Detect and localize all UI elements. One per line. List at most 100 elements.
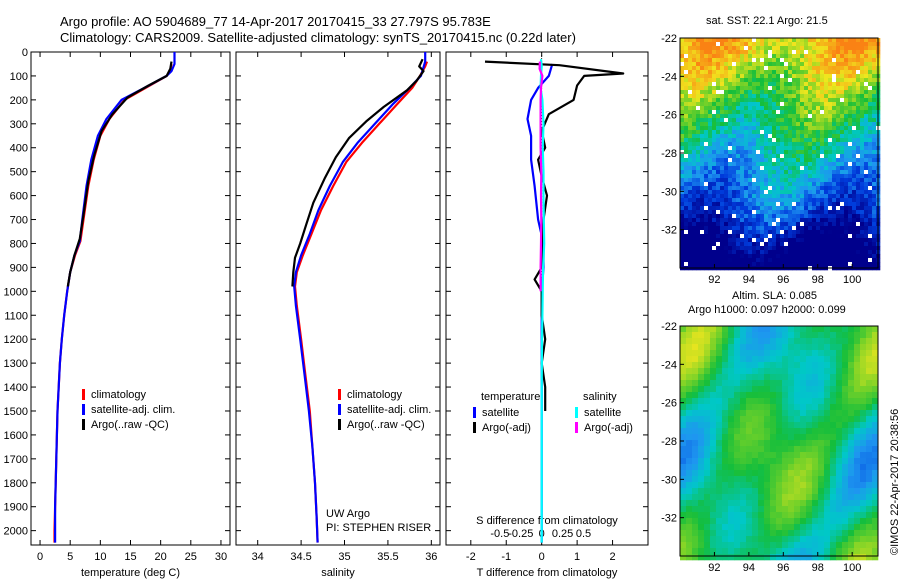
map-cell (740, 542, 747, 549)
map-cell (758, 422, 765, 429)
map-cell (760, 214, 765, 219)
map-cell (748, 226, 753, 231)
map-cell (748, 142, 753, 147)
map-cell (848, 178, 853, 183)
map-cell (752, 458, 759, 465)
map-cell (794, 398, 801, 405)
depth-tick-label: 300 (10, 119, 28, 131)
map-cell (830, 506, 837, 513)
map-cell (804, 70, 809, 75)
map-cell (752, 178, 757, 183)
map-cell (704, 482, 711, 489)
map-cell (868, 238, 873, 243)
map-cell (776, 254, 781, 259)
map-cell (728, 344, 735, 351)
map-cell (744, 46, 749, 51)
map-cell (824, 110, 829, 115)
map-cell (746, 554, 753, 561)
map-cell (700, 122, 705, 127)
map-cell (724, 146, 729, 151)
map-cell (800, 246, 805, 251)
map-cell (748, 126, 753, 131)
map-cell (804, 94, 809, 99)
map-cell (864, 150, 869, 155)
map-cell (820, 146, 825, 151)
map-cell (792, 158, 797, 163)
map-cell (812, 428, 819, 435)
map-y-tick-label: -26 (661, 110, 677, 122)
map-cell (854, 518, 861, 525)
map-cell (808, 250, 813, 255)
map-cell (808, 54, 813, 59)
map-cell (748, 122, 753, 127)
map-cell (724, 38, 729, 43)
map-cell (748, 54, 753, 59)
map-cell (776, 218, 781, 223)
map-cell (758, 452, 765, 459)
map-cell (836, 82, 841, 87)
map-cell (716, 90, 721, 95)
map-cell (836, 62, 841, 67)
map-cell (852, 218, 857, 223)
map-cell (704, 452, 711, 459)
map-cell (776, 98, 781, 103)
map-cell (776, 470, 783, 477)
map-cell (688, 114, 693, 119)
map-cell (828, 190, 833, 195)
map-cell (792, 218, 797, 223)
map-cell (782, 452, 789, 459)
map-cell (872, 146, 877, 151)
map-cell (684, 226, 689, 231)
map-cell (732, 190, 737, 195)
map-cell (868, 250, 873, 255)
map-cell (788, 86, 793, 91)
map-cell (828, 262, 833, 267)
map-cell (840, 106, 845, 111)
map-cell (704, 222, 709, 227)
map-cell (700, 50, 705, 55)
map-cell (818, 344, 825, 351)
map-cell (872, 170, 877, 175)
map-cell (734, 380, 741, 387)
map-cell (760, 82, 765, 87)
map-cell (840, 114, 845, 119)
map-cell (680, 198, 685, 203)
map-cell (728, 458, 735, 465)
map-cell (710, 446, 717, 453)
map-cell (756, 174, 761, 179)
map-cell (852, 78, 857, 83)
map-cell (708, 122, 713, 127)
map-cell (770, 500, 777, 507)
map-cell (744, 146, 749, 151)
map-cell (744, 154, 749, 159)
map-cell (716, 242, 721, 247)
map-cell (686, 338, 693, 345)
map-cell (764, 254, 769, 259)
map-cell (684, 170, 689, 175)
map-cell (734, 404, 741, 411)
map-cell (728, 226, 733, 231)
map-cell (820, 90, 825, 95)
map-cell (872, 494, 879, 501)
map-cell (768, 230, 773, 235)
map-cell (696, 170, 701, 175)
map-cell (764, 190, 769, 195)
map-cell (854, 500, 861, 507)
map-cell (772, 174, 777, 179)
map-cell (868, 86, 873, 91)
map-cell (704, 410, 711, 417)
map-cell (776, 386, 783, 393)
map-cell (704, 494, 711, 501)
map-cell (716, 464, 723, 471)
map-cell (860, 470, 867, 477)
map-cell (860, 86, 865, 91)
map-cell (860, 122, 865, 127)
map-cell (748, 150, 753, 155)
map-cell (708, 114, 713, 119)
map-cell (872, 350, 879, 357)
map-cell (708, 98, 713, 103)
map-cell (848, 162, 853, 167)
map-cell (740, 102, 745, 107)
map-cell (752, 242, 757, 247)
map-cell (812, 114, 817, 119)
